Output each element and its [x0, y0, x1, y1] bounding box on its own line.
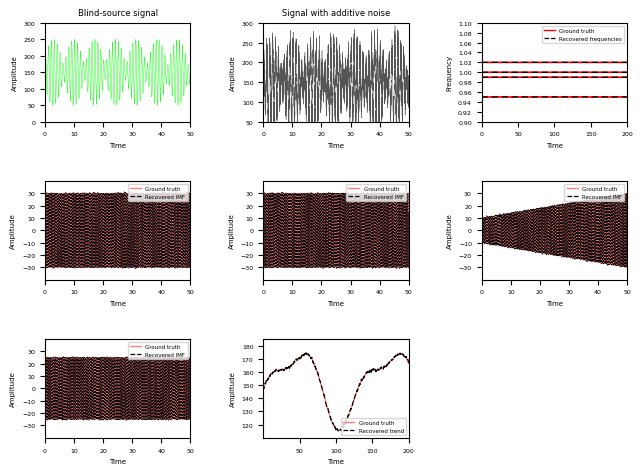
Legend: Ground truth, Recovered IMF: Ground truth, Recovered IMF [564, 184, 625, 201]
X-axis label: Time: Time [109, 458, 126, 464]
Legend: Ground truth, Recovered IMF: Ground truth, Recovered IMF [127, 342, 188, 359]
Title: Blind-source signal: Blind-source signal [77, 9, 157, 18]
X-axis label: Time: Time [109, 143, 126, 149]
Y-axis label: Amplitude: Amplitude [10, 213, 17, 248]
Y-axis label: Frequency: Frequency [447, 55, 452, 91]
X-axis label: Time: Time [328, 143, 344, 149]
Y-axis label: Amplitude: Amplitude [228, 213, 235, 248]
Y-axis label: Amplitude: Amplitude [230, 371, 236, 407]
Title: Signal with additive noise: Signal with additive noise [282, 9, 390, 18]
Y-axis label: Amplitude: Amplitude [10, 371, 17, 407]
Legend: Ground truth, Recovered frequencies: Ground truth, Recovered frequencies [541, 27, 625, 44]
Legend: Ground truth, Recovered IMF: Ground truth, Recovered IMF [127, 184, 188, 201]
Legend: Ground truth, Recovered IMF: Ground truth, Recovered IMF [346, 184, 406, 201]
X-axis label: Time: Time [328, 300, 344, 307]
X-axis label: Time: Time [109, 300, 126, 307]
Y-axis label: Amplitude: Amplitude [447, 213, 453, 248]
Y-axis label: Amplitude: Amplitude [12, 55, 18, 91]
Legend: Ground truth, Recovered trend: Ground truth, Recovered trend [340, 418, 406, 435]
X-axis label: Time: Time [546, 300, 563, 307]
X-axis label: Time: Time [546, 143, 563, 149]
X-axis label: Time: Time [328, 458, 344, 464]
Y-axis label: Amplitude: Amplitude [230, 55, 236, 91]
